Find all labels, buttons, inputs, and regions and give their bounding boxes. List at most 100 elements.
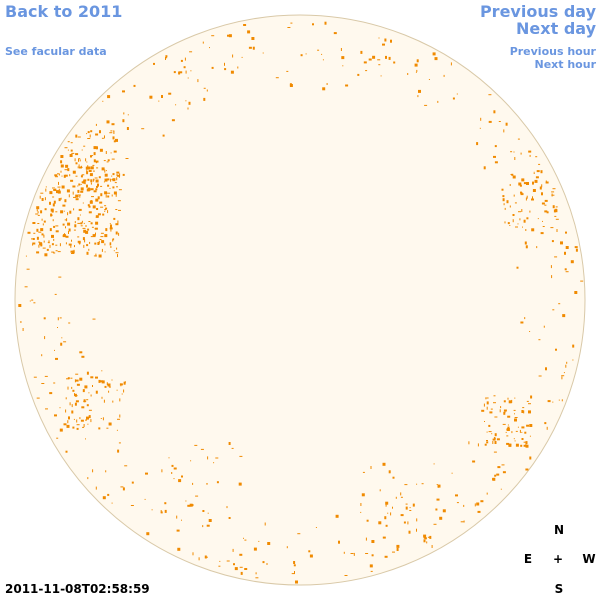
facula: [124, 381, 126, 384]
facular-link[interactable]: See facular data: [5, 45, 107, 58]
facula: [486, 406, 488, 410]
facula: [486, 492, 488, 495]
facula: [87, 178, 90, 181]
facula: [418, 89, 421, 93]
facula: [43, 220, 46, 223]
facula: [117, 254, 118, 258]
next-day-link[interactable]: Next day: [516, 19, 596, 38]
facula: [95, 215, 99, 218]
facula: [53, 238, 55, 241]
facula: [176, 529, 180, 532]
facula: [36, 206, 40, 210]
facula: [204, 555, 207, 559]
facula: [83, 244, 85, 248]
facula: [494, 437, 496, 439]
facula: [168, 92, 172, 95]
facula: [131, 481, 134, 484]
back-link[interactable]: Back to 2011: [5, 2, 123, 21]
facula: [79, 159, 81, 162]
facula: [551, 193, 553, 197]
facula: [107, 184, 110, 187]
facula: [88, 415, 91, 419]
next-hour-link[interactable]: Next hour: [534, 58, 597, 71]
facula: [538, 163, 541, 165]
facula: [101, 380, 105, 384]
compass-center: +: [552, 552, 564, 566]
timestamp: 2011-11-08T02:58:59: [5, 582, 150, 596]
facula: [93, 179, 95, 181]
facula: [109, 227, 113, 230]
facula: [509, 184, 511, 186]
facula: [480, 500, 484, 503]
facula: [68, 322, 71, 324]
facula: [371, 554, 374, 557]
facula: [58, 188, 60, 192]
facula: [84, 181, 86, 185]
facula: [104, 173, 108, 177]
facula: [73, 418, 75, 420]
facula: [555, 218, 559, 220]
facula: [173, 467, 177, 470]
facula: [185, 500, 187, 502]
facula: [105, 151, 107, 154]
facula: [494, 433, 497, 437]
facula: [185, 100, 187, 102]
facula: [515, 430, 518, 432]
facula: [293, 564, 296, 567]
facula: [507, 397, 509, 400]
facula: [60, 155, 64, 158]
facula: [368, 58, 372, 61]
facula: [515, 443, 519, 447]
facula: [525, 245, 528, 249]
compass-west: W: [582, 552, 596, 566]
facula: [53, 225, 56, 228]
facula: [78, 166, 82, 169]
facula: [94, 227, 98, 230]
facula: [53, 200, 56, 204]
facula: [109, 223, 111, 225]
facula: [51, 214, 53, 216]
facula: [94, 177, 98, 179]
facula: [286, 546, 288, 549]
facula: [92, 205, 96, 209]
facula: [241, 56, 243, 58]
facula: [93, 190, 97, 193]
previous-hour-link[interactable]: Previous hour: [509, 45, 596, 58]
facula: [145, 472, 148, 475]
facula: [290, 22, 293, 24]
facula: [488, 120, 492, 123]
facula: [68, 416, 70, 420]
facula: [72, 191, 74, 195]
facula: [85, 438, 86, 440]
facula: [340, 48, 342, 51]
facula: [81, 406, 85, 409]
facula: [75, 175, 78, 177]
facula: [388, 56, 391, 60]
facula: [79, 243, 81, 245]
facula: [35, 213, 39, 215]
facula: [519, 429, 521, 433]
facula: [151, 509, 153, 511]
facula: [324, 21, 327, 25]
solar-disk: [14, 14, 586, 586]
facula: [68, 231, 69, 234]
facula: [87, 166, 91, 170]
facula: [104, 135, 105, 139]
facula: [392, 476, 395, 479]
facula: [158, 100, 160, 102]
facula: [50, 213, 53, 217]
facula: [514, 418, 517, 422]
facula: [42, 247, 46, 249]
facula: [517, 223, 519, 225]
facula: [178, 479, 182, 483]
facula: [392, 551, 395, 553]
facula: [74, 245, 75, 248]
facula: [102, 100, 104, 102]
facula: [88, 170, 92, 172]
facula: [463, 520, 465, 523]
facula: [77, 222, 81, 224]
previous-day-link[interactable]: Previous day: [479, 2, 596, 21]
facula: [83, 181, 85, 184]
facula: [550, 265, 552, 269]
